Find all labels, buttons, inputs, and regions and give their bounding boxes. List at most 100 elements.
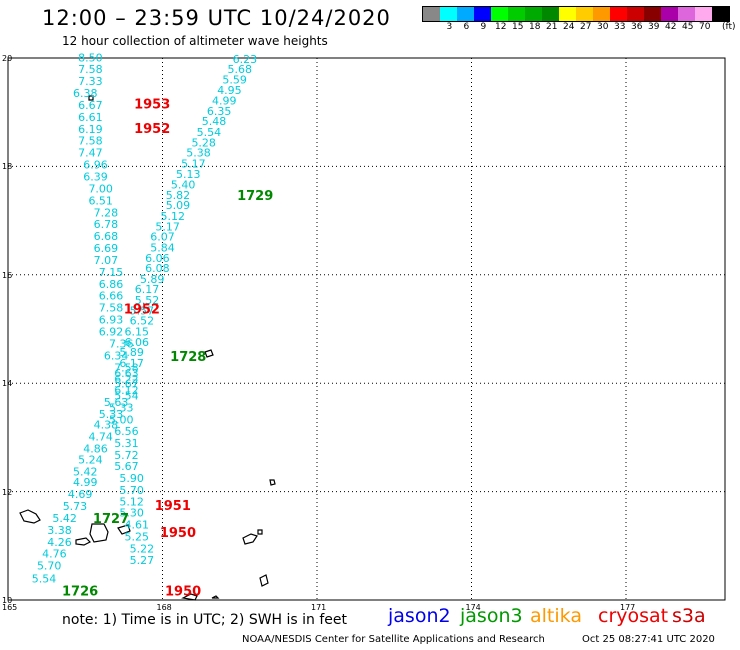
wave-height-value: 6.96	[83, 159, 108, 172]
wave-height-value: 4.99	[212, 95, 237, 108]
page-subtitle: 12 hour collection of altimeter wave hei…	[62, 34, 328, 48]
wave-height-value: 4.61	[125, 518, 150, 531]
color-legend	[422, 6, 730, 22]
island-outline	[181, 593, 198, 601]
wave-height-value: 4.76	[42, 548, 67, 561]
credit-text: NOAA/NESDIS Center for Satellite Applica…	[242, 634, 545, 645]
legend-swatch	[712, 7, 729, 21]
wave-height-value: 6.56	[114, 425, 139, 438]
wave-height-value: 5.42	[73, 465, 98, 478]
island-outline	[204, 349, 214, 358]
pass-time-label: 1728	[170, 350, 206, 365]
satellite-jason2: jason2	[388, 605, 451, 627]
legend-label: 39	[648, 22, 660, 32]
wave-height-value: 6.06	[145, 252, 170, 265]
legend-label: 30	[597, 22, 609, 32]
wave-height-value: 5.00	[109, 413, 134, 426]
wave-height-value: 5.33	[99, 408, 124, 421]
legend-label: 9	[480, 22, 487, 32]
island-outline	[19, 509, 41, 524]
wave-height-value: 7.58	[78, 135, 103, 148]
wave-height-value: 5.27	[130, 554, 155, 567]
longitude-tick: 177	[620, 603, 636, 612]
pass-time-label: 1950	[160, 526, 196, 541]
wave-height-value: 5.38	[186, 147, 211, 160]
wave-height-value: 6.38	[73, 87, 98, 100]
legend-swatch	[423, 7, 440, 21]
wave-height-value: 6.66	[99, 290, 124, 303]
wave-height-value: 6.35	[207, 105, 232, 118]
pass-time-label: 1729	[237, 189, 273, 204]
wave-height-value: 5.72	[114, 449, 139, 462]
wave-height-value: 6.06	[125, 336, 150, 349]
legend-swatch	[457, 7, 474, 21]
latitude-tick: 18	[2, 162, 13, 172]
island-outline	[259, 574, 269, 587]
wave-height-value: 7.36	[109, 337, 134, 350]
wave-height-value: 4.95	[217, 84, 242, 97]
wave-height-value: 5.12	[161, 210, 186, 223]
wave-height-value: 5.24	[78, 453, 103, 466]
wave-height-value: 6.52	[130, 315, 155, 328]
wave-height-value: 5.90	[119, 472, 144, 485]
wave-height-value: 7.28	[94, 206, 119, 219]
legend-swatch	[593, 7, 610, 21]
wave-height-value: 5.89	[140, 273, 165, 286]
pass-time-label: 1952	[134, 122, 170, 137]
wave-height-value: 6.19	[78, 123, 103, 136]
color-legend-labels: 3 6 9 12 15 18 21 24 27 30 33 36 39 42 45 70 (ft)	[422, 22, 740, 34]
footer-note: note: 1) Time is in UTC; 2) SWH is in fe…	[62, 612, 348, 628]
legend-swatch	[576, 7, 593, 21]
legend-label: 18	[529, 22, 541, 32]
latitude-tick: 20	[2, 54, 13, 63]
wave-height-value: 4.69	[68, 488, 93, 501]
pass-time-label: 1726	[62, 585, 98, 600]
legend-label: 70	[699, 22, 711, 32]
island-outline	[75, 537, 92, 546]
island-outline	[211, 595, 220, 599]
wave-height-value: 6.39	[83, 170, 108, 183]
wave-height-value: 6.78	[94, 218, 119, 231]
island-outline	[269, 479, 276, 486]
wave-height-value: 7.58	[99, 302, 124, 315]
wave-height-value: 5.68	[228, 63, 253, 76]
wave-height-value: 5.09	[166, 199, 191, 212]
latitude-tick: 12	[2, 487, 13, 497]
wave-height-value: 5.54	[32, 573, 57, 586]
wave-height-value: 5.73	[63, 500, 88, 513]
wave-height-value: 6.08	[145, 262, 170, 275]
legend-swatch	[508, 7, 525, 21]
wave-height-value: 7.58	[78, 63, 103, 76]
wave-height-value: 6.34	[104, 349, 129, 362]
wave-height-value: 5.17	[155, 220, 180, 233]
wave-height-value: 6.12	[114, 384, 139, 397]
pass-time-label: 1952	[124, 302, 160, 317]
wave-height-value: 4.26	[47, 536, 72, 549]
wave-height-value: 5.67	[114, 378, 139, 391]
legend-label: 21	[546, 22, 558, 32]
wave-height-value: 5.31	[114, 437, 139, 450]
wave-height-value: 6.67	[78, 99, 103, 112]
wave-height-value: 6.17	[135, 283, 160, 296]
legend-label: 36	[631, 22, 643, 32]
wave-height-value: 4.86	[83, 443, 108, 456]
wave-height-value: 5.63	[104, 396, 129, 409]
legend-swatch	[525, 7, 542, 21]
wave-height-value: 5.54	[114, 389, 139, 402]
wave-height-value: 7.00	[88, 182, 113, 195]
wave-height-value: 5.48	[202, 115, 227, 128]
pass-time-label: 1950	[165, 585, 201, 600]
satellite-s3a: s3a	[672, 605, 706, 627]
wave-height-value: 5.12	[119, 496, 144, 509]
legend-swatch	[627, 7, 644, 21]
pass-time-label: 1953	[134, 97, 170, 112]
longitude-tick: 174	[465, 603, 481, 612]
wave-height-value: 5.22	[130, 542, 155, 555]
legend-swatch	[559, 7, 576, 21]
island-outline	[242, 533, 258, 545]
generated-timestamp: Oct 25 08:27:41 UTC 2020	[582, 634, 715, 645]
legend-swatch	[491, 7, 508, 21]
legend-label: 24	[563, 22, 575, 32]
wave-height-value: 5.54	[197, 126, 222, 139]
